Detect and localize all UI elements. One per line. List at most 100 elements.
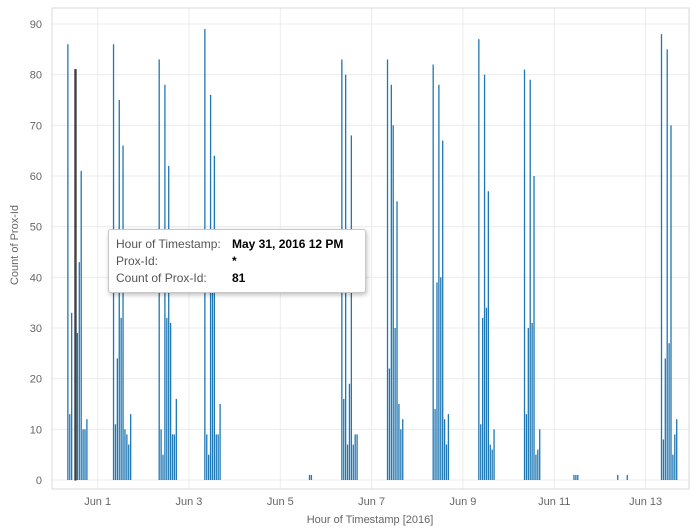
bar[interactable]	[350, 135, 353, 480]
bar[interactable]	[162, 454, 164, 480]
bar[interactable]	[402, 419, 404, 480]
bar[interactable]	[443, 419, 446, 480]
bar[interactable]	[577, 474, 579, 480]
bar[interactable]	[489, 444, 491, 480]
bar[interactable]	[354, 434, 356, 480]
bar[interactable]	[434, 409, 436, 480]
bar[interactable]	[175, 398, 177, 480]
bar[interactable]	[447, 414, 450, 480]
bar[interactable]	[213, 155, 216, 480]
bar[interactable]	[215, 434, 217, 480]
x-tick-label: Jun 5	[267, 496, 294, 508]
x-tick-label: Jun 1	[84, 496, 111, 508]
bar[interactable]	[219, 404, 221, 480]
bar[interactable]	[660, 34, 663, 481]
bar[interactable]	[668, 343, 670, 480]
bar[interactable]	[390, 84, 392, 481]
bar[interactable]	[535, 454, 537, 480]
bar[interactable]	[527, 328, 529, 480]
bar[interactable]	[346, 444, 349, 480]
bar[interactable]	[445, 444, 448, 480]
bar[interactable]	[523, 69, 526, 480]
bar[interactable]	[169, 322, 172, 480]
bar[interactable]	[343, 398, 345, 480]
bar[interactable]	[394, 328, 396, 480]
x-tick-label: Jun 3	[176, 496, 203, 508]
bar[interactable]	[491, 449, 493, 480]
bar[interactable]	[529, 79, 531, 480]
bar[interactable]	[114, 424, 117, 480]
bar[interactable]	[662, 439, 665, 480]
tooltip-row-prox-id: Prox-Id: *	[116, 253, 365, 270]
bar[interactable]	[208, 454, 210, 480]
bar[interactable]	[483, 74, 486, 481]
bar[interactable]	[664, 358, 666, 480]
bar[interactable]	[666, 49, 668, 480]
bar[interactable]	[388, 368, 391, 480]
bar[interactable]	[432, 64, 434, 481]
bar[interactable]	[122, 145, 124, 480]
bar[interactable]	[438, 84, 440, 481]
bar[interactable]	[124, 429, 126, 480]
bar[interactable]	[386, 59, 389, 480]
bar[interactable]	[308, 474, 311, 480]
bar[interactable]	[392, 125, 394, 480]
bar[interactable]	[310, 474, 313, 480]
bar[interactable]	[206, 434, 208, 480]
y-tick-label: 30	[30, 323, 42, 335]
bar[interactable]	[525, 414, 528, 480]
bar[interactable]	[481, 317, 484, 480]
bar[interactable]	[400, 429, 402, 480]
bar[interactable]	[533, 176, 535, 480]
bar[interactable]	[626, 474, 628, 480]
bar[interactable]	[173, 434, 176, 480]
bar[interactable]	[573, 474, 575, 480]
bar[interactable]	[575, 474, 577, 480]
bar[interactable]	[116, 358, 118, 480]
x-tick-label: Jun 11	[538, 496, 570, 508]
bar[interactable]	[67, 44, 69, 481]
bar[interactable]	[126, 434, 128, 480]
y-axis: 0 10 20 30 40 50 60 70 80 90	[30, 19, 42, 487]
bar[interactable]	[485, 307, 488, 480]
bar[interactable]	[442, 140, 444, 481]
bar[interactable]	[674, 434, 676, 480]
bar[interactable]	[74, 69, 77, 481]
bar[interactable]	[217, 434, 219, 480]
bar[interactable]	[128, 444, 130, 480]
bar[interactable]	[440, 277, 442, 480]
bar[interactable]	[80, 170, 82, 480]
bar[interactable]	[676, 419, 678, 480]
bar[interactable]	[356, 434, 358, 480]
bar[interactable]	[82, 429, 84, 480]
bar[interactable]	[480, 424, 482, 480]
bar[interactable]	[76, 333, 79, 480]
bar[interactable]	[211, 292, 214, 480]
bar[interactable]	[478, 39, 480, 480]
bar[interactable]	[670, 125, 672, 480]
bar[interactable]	[396, 201, 398, 481]
bar[interactable]	[71, 312, 73, 480]
bar[interactable]	[160, 429, 162, 480]
bar[interactable]	[672, 454, 674, 480]
bar[interactable]	[493, 429, 495, 480]
bar[interactable]	[531, 322, 533, 480]
bar[interactable]	[130, 414, 132, 480]
bar[interactable]	[168, 165, 170, 480]
bar[interactable]	[171, 434, 174, 480]
bar[interactable]	[86, 419, 88, 480]
bar[interactable]	[348, 383, 351, 480]
bar[interactable]	[78, 262, 80, 480]
bar[interactable]	[352, 444, 354, 480]
bar[interactable]	[436, 282, 438, 480]
bar[interactable]	[537, 449, 539, 480]
bar[interactable]	[539, 429, 541, 480]
bar[interactable]	[166, 317, 168, 480]
bar[interactable]	[120, 317, 122, 480]
bar[interactable]	[487, 191, 490, 480]
bar[interactable]	[617, 474, 619, 480]
y-tick-label: 90	[30, 19, 42, 31]
bar[interactable]	[398, 404, 400, 480]
bar[interactable]	[69, 414, 71, 480]
bar[interactable]	[84, 429, 86, 480]
